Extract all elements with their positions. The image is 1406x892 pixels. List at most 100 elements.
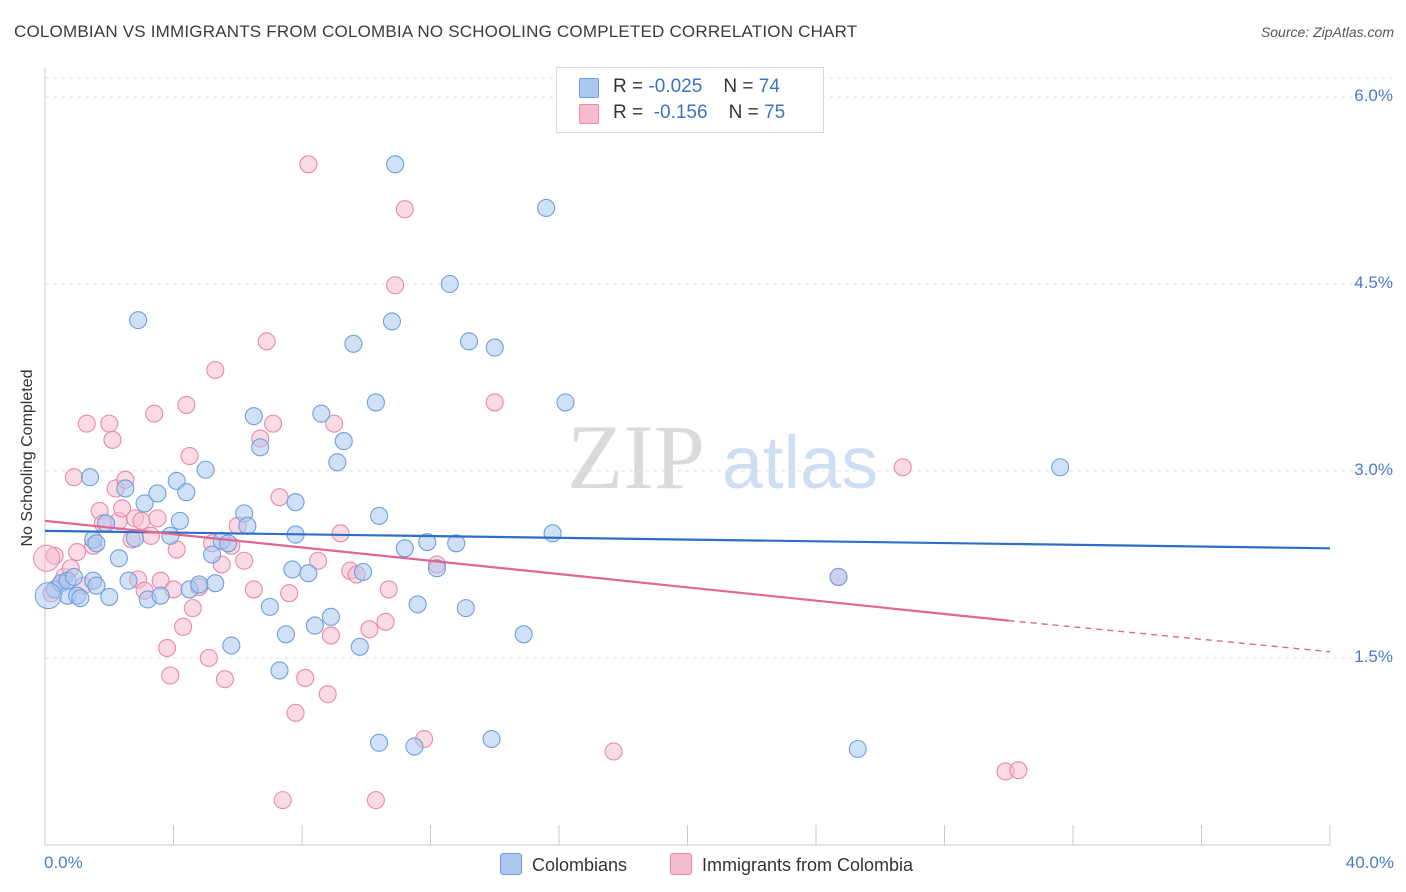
colombian-point	[370, 733, 389, 752]
immigrant-point	[485, 393, 504, 412]
colombian-point	[514, 625, 533, 644]
colombian-point	[344, 334, 363, 353]
colombian-point	[829, 567, 848, 587]
immigrant-point	[215, 670, 234, 689]
immigrant-point	[296, 668, 315, 687]
colombian-point	[135, 494, 154, 513]
colombian-point	[328, 453, 347, 472]
immigrant-point	[132, 511, 151, 530]
colombian-point	[447, 534, 466, 553]
colombian-point	[543, 524, 562, 543]
bottom-legend-swatch-blue	[500, 853, 522, 875]
colombian-point	[848, 739, 867, 759]
legend-r-label: R =	[613, 76, 644, 97]
immigrant-point	[103, 430, 122, 449]
legend-n-value: 75	[764, 102, 786, 123]
immigrant-point	[161, 666, 180, 685]
colombian-point	[251, 438, 270, 457]
colombian-point	[109, 549, 128, 568]
y-tick-label: 1.5%	[1354, 647, 1393, 666]
legend-r-value: -0.025	[648, 76, 703, 97]
colombian-point	[370, 506, 389, 525]
x-tick-min: 0.0%	[44, 853, 83, 872]
colombian-point	[119, 571, 138, 590]
y-tick-label: 3.0%	[1354, 460, 1393, 479]
legend-n-value: 74	[758, 76, 780, 97]
immigrant-point	[141, 526, 161, 545]
colombian-point	[71, 589, 90, 608]
immigrants-trend-extension	[1008, 619, 1331, 653]
colombian-point	[64, 567, 83, 587]
bottom-legend-label: Colombians	[532, 855, 628, 875]
colombian-point	[556, 393, 575, 412]
immigrant-cluster-point	[33, 544, 61, 572]
immigrant-point	[148, 509, 167, 528]
colombian-point	[116, 479, 135, 498]
bottom-legend-label: Immigrants from Colombia	[702, 855, 914, 875]
colombian-point	[456, 599, 475, 618]
colombian-point	[418, 533, 437, 552]
immigrant-point	[395, 200, 414, 219]
colombian-point	[100, 587, 119, 606]
colombian-point	[366, 393, 385, 412]
immigrant-point	[264, 414, 283, 433]
colombian-point	[1051, 458, 1070, 477]
bottom-legend-swatch-pink	[670, 853, 692, 875]
watermark-zip: ZIP	[567, 406, 705, 508]
immigrant-point	[180, 446, 199, 466]
colombian-point	[244, 407, 263, 426]
legend-n-label: N =	[723, 76, 754, 97]
legend-n-label: N =	[728, 102, 759, 123]
colombian-point	[482, 729, 501, 749]
immigrant-point	[299, 155, 318, 174]
legend-r-value: -0.156	[653, 102, 708, 123]
colombian-point	[283, 560, 302, 579]
immigrant-point	[325, 414, 344, 433]
colombian-point	[260, 597, 279, 616]
colombian-point	[405, 737, 424, 756]
immigrant-point	[100, 414, 119, 433]
colombian-point	[440, 274, 459, 294]
immigrant-point	[270, 488, 289, 507]
immigrant-point	[286, 703, 305, 722]
immigrant-point	[386, 276, 405, 295]
colombian-point	[408, 595, 427, 614]
immigrant-point	[64, 468, 83, 487]
immigrant-point	[177, 395, 196, 414]
immigrant-point	[174, 617, 193, 636]
colombian-point	[177, 483, 196, 502]
bottom-legend-immigrants: Immigrants from Colombia	[670, 853, 913, 876]
immigrant-point	[183, 599, 202, 618]
immigrant-point	[379, 580, 398, 599]
colombian-point	[148, 484, 167, 503]
immigrant-point	[366, 791, 385, 810]
immigrant-point	[376, 612, 395, 631]
colombian-point	[80, 468, 100, 487]
colombian-point	[350, 637, 369, 656]
immigrant-point	[280, 584, 299, 603]
legend-r-label: R =	[613, 102, 644, 123]
immigrant-point	[321, 626, 340, 645]
immigrant-point	[235, 551, 254, 570]
chart-title: COLOMBIAN VS IMMIGRANTS FROM COLOMBIA NO…	[14, 22, 858, 41]
colombian-point	[276, 625, 295, 644]
colombian-point	[87, 534, 106, 553]
colombian-cluster-point	[34, 582, 62, 610]
immigrant-point	[360, 620, 379, 639]
immigrant-point	[604, 742, 623, 761]
immigrant-point	[273, 791, 292, 810]
immigrant-point	[1009, 761, 1028, 780]
immigrant-point	[309, 551, 328, 570]
immigrant-point	[113, 499, 132, 518]
colombian-point	[485, 338, 504, 357]
colombians-trend-line	[44, 529, 1331, 550]
colombian-point	[238, 516, 257, 535]
immigrant-point	[77, 414, 96, 433]
immigrant-point	[206, 360, 225, 380]
colombian-point	[129, 311, 148, 330]
source-label: Source: ZipAtlas.com	[1260, 24, 1394, 40]
colombian-point	[219, 534, 238, 553]
colombian-point	[222, 636, 241, 655]
colombian-point	[87, 576, 106, 595]
colombian-point	[170, 511, 189, 530]
